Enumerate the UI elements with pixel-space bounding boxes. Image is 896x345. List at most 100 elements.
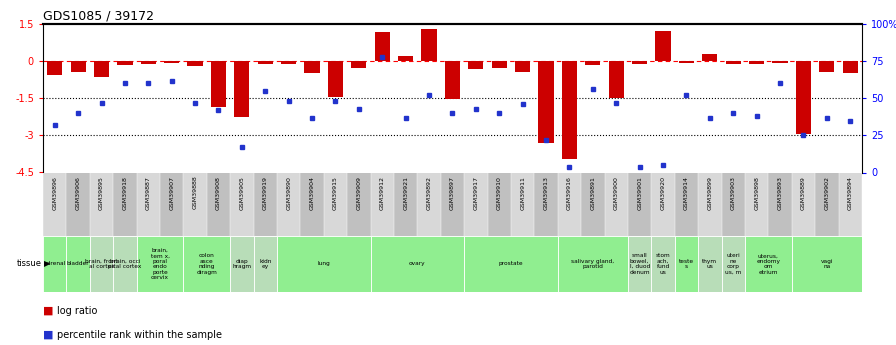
- Text: GSM39907: GSM39907: [169, 176, 174, 210]
- Text: GSM39905: GSM39905: [239, 176, 245, 209]
- Text: salivary gland,
parotid: salivary gland, parotid: [572, 259, 615, 269]
- Bar: [675, 236, 698, 292]
- Bar: [698, 236, 721, 292]
- Bar: [47, 61, 63, 75]
- Text: ▶: ▶: [44, 259, 50, 268]
- Text: adrenal: adrenal: [44, 262, 65, 266]
- Bar: [160, 172, 184, 236]
- Text: brain,
tem x,
poral
endo
porte
cervix: brain, tem x, poral endo porte cervix: [151, 248, 169, 280]
- Bar: [558, 236, 628, 292]
- Bar: [842, 61, 857, 73]
- Bar: [745, 236, 792, 292]
- Text: bladder: bladder: [67, 262, 90, 266]
- Text: GSM39912: GSM39912: [380, 176, 384, 210]
- Text: uteri
ne
corp
us, m: uteri ne corp us, m: [725, 253, 742, 275]
- Text: GSM39895: GSM39895: [99, 176, 104, 209]
- Bar: [184, 172, 207, 236]
- Text: small
bowel,
l, duod
denum: small bowel, l, duod denum: [629, 253, 650, 275]
- Bar: [281, 61, 297, 64]
- Text: GSM39917: GSM39917: [473, 176, 478, 210]
- Bar: [487, 172, 511, 236]
- Bar: [230, 236, 254, 292]
- Bar: [726, 61, 741, 64]
- Text: GSM39892: GSM39892: [426, 176, 432, 210]
- Bar: [90, 236, 113, 292]
- Text: GSM39903: GSM39903: [731, 176, 736, 210]
- Bar: [323, 172, 347, 236]
- Bar: [421, 29, 436, 61]
- Bar: [300, 172, 323, 236]
- Bar: [656, 31, 671, 61]
- Text: kidn
ey: kidn ey: [259, 259, 271, 269]
- Bar: [492, 61, 507, 68]
- Text: GSM39899: GSM39899: [707, 176, 712, 210]
- Bar: [94, 61, 109, 77]
- Bar: [651, 236, 675, 292]
- Text: colon
asce
nding
diragm: colon asce nding diragm: [196, 253, 217, 275]
- Bar: [71, 61, 86, 72]
- Text: ■: ■: [43, 330, 54, 339]
- Bar: [772, 61, 788, 63]
- Text: GSM39900: GSM39900: [614, 176, 619, 209]
- Bar: [441, 172, 464, 236]
- Bar: [258, 61, 273, 64]
- Text: tissue: tissue: [17, 259, 42, 268]
- Text: stom
ach,
fund
us: stom ach, fund us: [656, 253, 670, 275]
- Bar: [675, 172, 698, 236]
- Text: GSM39921: GSM39921: [403, 176, 409, 210]
- Text: GSM39887: GSM39887: [146, 176, 151, 209]
- Text: GSM39914: GSM39914: [684, 176, 689, 210]
- Bar: [469, 61, 484, 69]
- Bar: [628, 236, 651, 292]
- Bar: [375, 32, 390, 61]
- Bar: [511, 172, 534, 236]
- Bar: [113, 172, 136, 236]
- Text: lung: lung: [317, 262, 330, 266]
- Text: GSM39909: GSM39909: [357, 176, 361, 210]
- Bar: [651, 172, 675, 236]
- Bar: [328, 61, 343, 97]
- Text: GSM39918: GSM39918: [123, 176, 127, 209]
- Text: GSM39904: GSM39904: [310, 176, 314, 210]
- Bar: [445, 61, 460, 99]
- Bar: [211, 61, 226, 107]
- Bar: [608, 61, 624, 98]
- Text: GSM39888: GSM39888: [193, 176, 198, 209]
- Text: GSM39920: GSM39920: [660, 176, 666, 210]
- Bar: [347, 172, 371, 236]
- Bar: [679, 61, 694, 63]
- Bar: [234, 61, 249, 117]
- Bar: [819, 61, 834, 72]
- Bar: [113, 236, 136, 292]
- Bar: [698, 172, 721, 236]
- Text: GSM39910: GSM39910: [496, 176, 502, 209]
- Bar: [582, 172, 605, 236]
- Text: GSM39911: GSM39911: [521, 176, 525, 209]
- Bar: [769, 172, 792, 236]
- Bar: [815, 172, 839, 236]
- Text: GSM39916: GSM39916: [567, 176, 572, 209]
- Bar: [305, 61, 320, 73]
- Text: GDS1085 / 39172: GDS1085 / 39172: [43, 10, 154, 23]
- Bar: [207, 172, 230, 236]
- Bar: [141, 61, 156, 64]
- Text: thym
us: thym us: [702, 259, 718, 269]
- Text: uterus,
endomy
om
etrium: uterus, endomy om etrium: [756, 253, 780, 275]
- Text: ■: ■: [43, 306, 54, 315]
- Bar: [43, 236, 66, 292]
- Text: vagi
na: vagi na: [821, 259, 833, 269]
- Text: GSM39898: GSM39898: [754, 176, 759, 209]
- Bar: [66, 236, 90, 292]
- Bar: [628, 172, 651, 236]
- Text: GSM39915: GSM39915: [333, 176, 338, 209]
- Text: diap
hragm: diap hragm: [232, 259, 252, 269]
- Bar: [398, 56, 413, 61]
- Bar: [164, 61, 179, 63]
- Text: GSM39896: GSM39896: [52, 176, 57, 209]
- Text: GSM39893: GSM39893: [778, 176, 782, 210]
- Bar: [136, 172, 160, 236]
- Text: GSM39890: GSM39890: [286, 176, 291, 209]
- Text: brain, front
al cortex: brain, front al cortex: [85, 259, 117, 269]
- Text: log ratio: log ratio: [57, 306, 98, 315]
- Bar: [90, 172, 113, 236]
